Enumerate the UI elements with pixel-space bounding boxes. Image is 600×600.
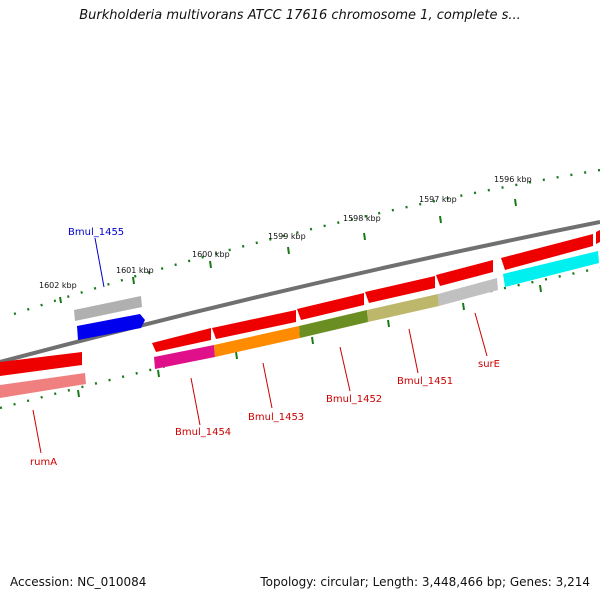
leader-Bmul_1454 — [190, 377, 201, 426]
red-gene — [212, 310, 296, 339]
major-tick — [363, 232, 366, 241]
major-tick — [387, 319, 390, 328]
gene-Bmul_1453 — [214, 326, 300, 357]
major-tick — [132, 276, 135, 285]
major-tick — [235, 351, 238, 360]
gene-label-Bmul_1451: Bmul_1451 — [397, 376, 453, 387]
red-gene — [0, 352, 82, 376]
gene-cyan — [503, 251, 599, 287]
inner-major-ticks — [77, 284, 542, 398]
major-tick — [157, 369, 160, 378]
outer-major-ticks — [59, 198, 517, 304]
gene-label-surE: surE — [478, 359, 500, 370]
map-title: Burkholderia multivorans ATCC 17616 chro… — [79, 8, 521, 23]
topology-text: Topology: circular; Length: 3,448,466 bp… — [260, 575, 590, 589]
leader-rumA — [32, 409, 42, 454]
red-gene — [152, 328, 211, 352]
red-gene — [297, 293, 364, 320]
major-tick — [209, 260, 212, 269]
gene-label-rumA: rumA — [30, 457, 57, 468]
tick-label: 1597 kbp — [419, 195, 457, 204]
major-tick — [59, 296, 62, 304]
gene-Bmul_1451 — [367, 294, 439, 322]
tick-label: 1598 kbp — [343, 214, 381, 223]
tick-label: 1596 kbp — [494, 175, 532, 184]
gene-Bmul_1454 — [154, 345, 215, 369]
gene-rumA — [0, 373, 86, 398]
gene-grey-upper — [74, 296, 142, 321]
gene-surE — [438, 278, 498, 306]
leader-Bmul_1453 — [262, 362, 273, 409]
colored-gene-track — [0, 251, 599, 398]
major-tick — [539, 284, 542, 293]
red-gene — [501, 234, 593, 270]
red-gene — [436, 260, 493, 286]
tick-label: 1601 kbp — [116, 266, 154, 275]
gene-Bmul_1455 — [77, 314, 145, 340]
gene-label-Bmul_1455: Bmul_1455 — [68, 227, 124, 238]
backbone — [0, 220, 600, 364]
leader-Bmul_1455 — [94, 237, 105, 288]
accession-text: Accession: NC_010084 — [10, 575, 147, 589]
tick-label: 1602 kbp — [39, 281, 77, 290]
major-tick — [439, 215, 442, 224]
major-tick — [287, 246, 290, 255]
red-gene — [596, 230, 600, 244]
major-tick — [311, 336, 314, 345]
red-gene — [365, 276, 435, 303]
tick-label: 1599 kbp — [268, 232, 306, 241]
tick-label: 1600 kbp — [192, 250, 230, 259]
leader-Bmul_1451 — [408, 328, 419, 374]
major-tick — [77, 389, 80, 398]
red-gene-track — [0, 230, 600, 376]
leader-lines — [32, 237, 488, 454]
gene-label-Bmul_1453: Bmul_1453 — [248, 412, 304, 423]
gene-label-Bmul_1452: Bmul_1452 — [326, 394, 382, 405]
leader-Bmul_1452 — [339, 346, 351, 392]
gene-Bmul_1452 — [299, 310, 368, 338]
leader-surE — [474, 312, 488, 357]
major-tick — [462, 302, 465, 311]
major-tick — [514, 198, 517, 207]
gene-label-Bmul_1454: Bmul_1454 — [175, 427, 231, 438]
outer-tick-ring — [13, 168, 600, 316]
